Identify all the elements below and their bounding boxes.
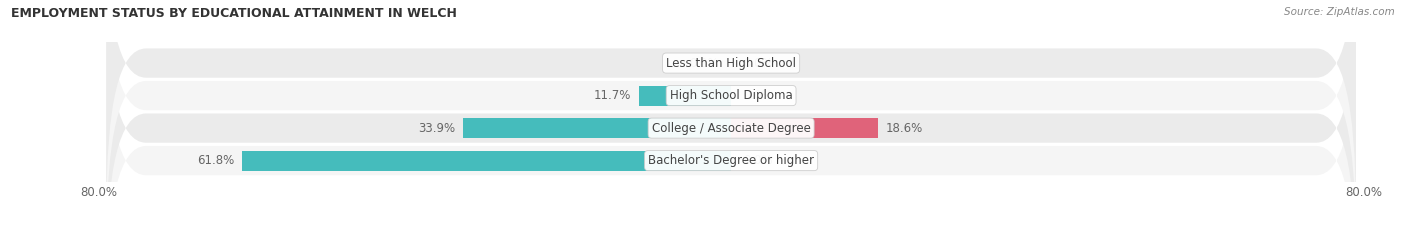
Text: Less than High School: Less than High School: [666, 57, 796, 70]
Text: High School Diploma: High School Diploma: [669, 89, 793, 102]
Bar: [463, 118, 731, 138]
Text: 61.8%: 61.8%: [197, 154, 235, 167]
Text: Source: ZipAtlas.com: Source: ZipAtlas.com: [1284, 7, 1395, 17]
Text: College / Associate Degree: College / Associate Degree: [652, 122, 810, 135]
FancyBboxPatch shape: [107, 0, 1355, 233]
FancyBboxPatch shape: [107, 0, 1355, 233]
Text: 0.0%: 0.0%: [742, 57, 773, 70]
Text: Bachelor's Degree or higher: Bachelor's Degree or higher: [648, 154, 814, 167]
Text: 18.6%: 18.6%: [886, 122, 924, 135]
Text: 0.0%: 0.0%: [689, 57, 720, 70]
Bar: [638, 86, 731, 106]
Text: 11.7%: 11.7%: [593, 89, 631, 102]
Bar: [731, 118, 879, 138]
FancyBboxPatch shape: [107, 0, 1355, 211]
Text: EMPLOYMENT STATUS BY EDUCATIONAL ATTAINMENT IN WELCH: EMPLOYMENT STATUS BY EDUCATIONAL ATTAINM…: [11, 7, 457, 20]
Text: 33.9%: 33.9%: [418, 122, 456, 135]
Legend: In Labor Force, Unemployed: In Labor Force, Unemployed: [616, 230, 846, 233]
Text: 0.0%: 0.0%: [742, 89, 773, 102]
Text: 0.0%: 0.0%: [742, 154, 773, 167]
FancyBboxPatch shape: [107, 13, 1355, 233]
Bar: [242, 151, 731, 171]
